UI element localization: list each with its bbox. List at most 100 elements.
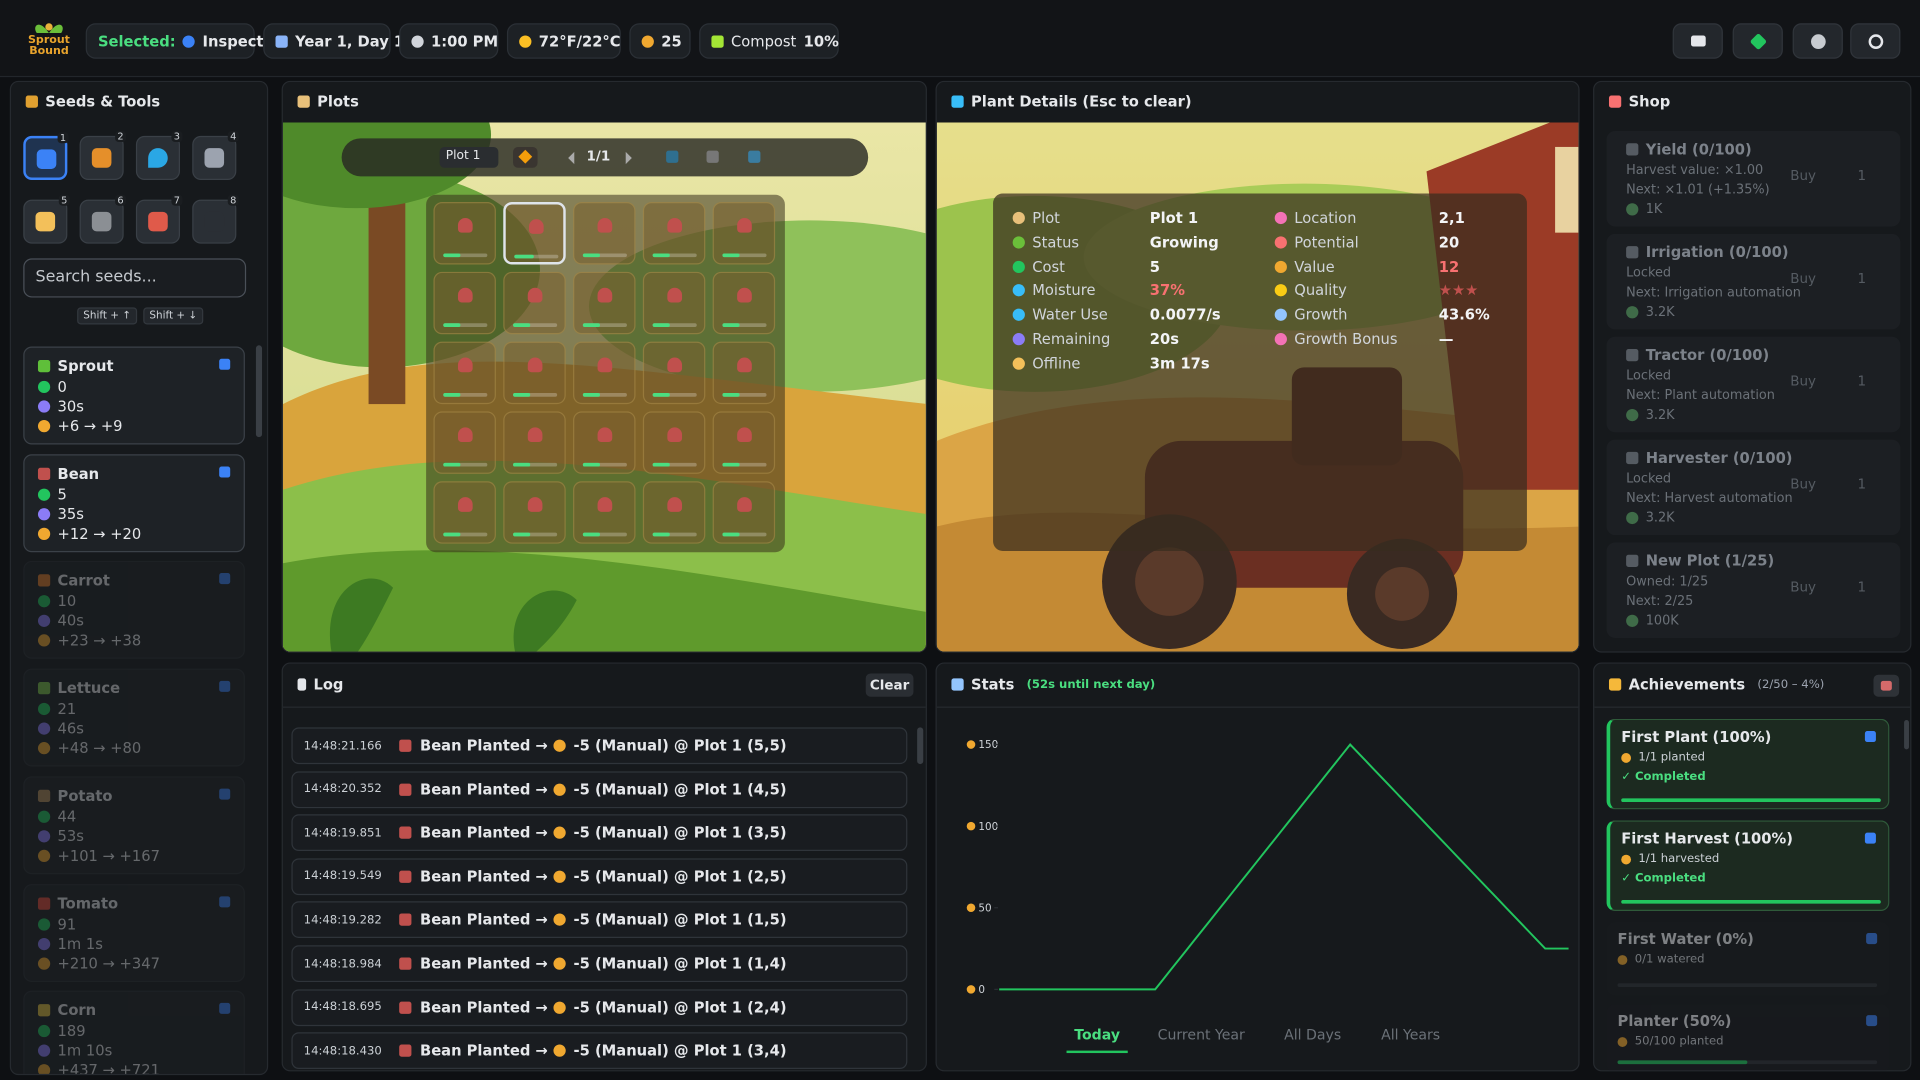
tool-button[interactable]: 3 xyxy=(135,131,183,181)
buy-button[interactable]: Buy xyxy=(1790,476,1816,493)
stats-tab[interactable]: Current Year xyxy=(1158,1028,1245,1044)
selected-pill[interactable]: Selected: Inspect xyxy=(85,23,263,59)
buy-button[interactable]: Buy xyxy=(1790,579,1816,596)
plot-cell[interactable] xyxy=(503,411,566,474)
icon xyxy=(1608,678,1622,691)
shop-name: Irrigation (0/100) xyxy=(1645,243,1789,261)
seed-card[interactable]: Bean 5 35s +12 → +20 xyxy=(23,453,245,552)
book-button[interactable] xyxy=(1672,23,1723,59)
plot-cell[interactable] xyxy=(573,341,636,405)
seed-card[interactable]: Tomato 91 1m 1s +210 → +347 xyxy=(23,883,245,982)
stats-tab[interactable]: All Days xyxy=(1284,1028,1341,1044)
icon xyxy=(37,896,51,910)
icon xyxy=(297,95,310,108)
tool-button[interactable]: 1 xyxy=(23,132,69,181)
plot-cell[interactable] xyxy=(642,341,706,405)
tool-button[interactable] xyxy=(666,150,679,163)
tool-button[interactable] xyxy=(748,150,761,163)
icon xyxy=(1621,752,1632,763)
achievement-percent: (100%) xyxy=(1734,830,1793,848)
badge xyxy=(219,788,231,800)
growth-bar xyxy=(582,323,601,327)
stats-tab[interactable]: Today xyxy=(1074,1028,1120,1044)
plot-cell[interactable] xyxy=(712,202,776,265)
seed-time: 46s xyxy=(57,720,84,738)
shop-line: Next: Irrigation automation xyxy=(1626,285,1801,301)
progress-track xyxy=(1617,983,1878,987)
seed-card[interactable]: Corn 189 1m 10s +437 → +721 xyxy=(23,990,245,1074)
plot-cell[interactable] xyxy=(642,481,706,544)
plot-cell[interactable] xyxy=(712,271,776,335)
detail-value: — xyxy=(1438,330,1454,348)
icon xyxy=(25,95,38,108)
plot-cell[interactable] xyxy=(503,341,566,405)
quantity-select[interactable]: 1 xyxy=(1857,476,1867,493)
tool-button[interactable] xyxy=(706,150,719,163)
plot-cell[interactable] xyxy=(503,202,566,265)
buy-button[interactable]: Buy xyxy=(1790,167,1816,184)
plot-cell[interactable] xyxy=(712,481,776,544)
quantity-select[interactable]: 1 xyxy=(1857,373,1867,390)
plot-cell[interactable] xyxy=(433,411,496,474)
plot-cell[interactable] xyxy=(503,481,566,544)
plot-cell[interactable] xyxy=(712,411,776,474)
progress-track xyxy=(722,532,767,537)
buy-button[interactable]: Buy xyxy=(1790,373,1816,390)
tool-button[interactable]: 4 xyxy=(192,131,239,181)
plot-cell[interactable] xyxy=(712,341,776,405)
buy-button[interactable]: Buy xyxy=(1790,270,1816,287)
recycle-button[interactable] xyxy=(1732,23,1783,59)
power-button[interactable] xyxy=(1850,23,1901,59)
plot-cell[interactable] xyxy=(573,271,636,335)
plot-cell[interactable] xyxy=(503,271,566,335)
seed-time-row: 40s xyxy=(37,613,84,630)
seed-card[interactable]: Potato 44 53s +101 → +167 xyxy=(23,776,245,875)
growth-bar xyxy=(652,393,671,397)
seed-card[interactable]: Sprout 0 30s +6 → +9 xyxy=(23,346,245,445)
plot-cell[interactable] xyxy=(642,271,706,335)
achievement-name-row: First Plant (100%) xyxy=(1621,729,1771,746)
plot-cell[interactable] xyxy=(433,202,496,265)
quantity-select[interactable]: 1 xyxy=(1857,167,1867,184)
search-input[interactable]: Search seeds... xyxy=(23,258,247,298)
sprout-icon xyxy=(737,287,752,303)
sprout-icon xyxy=(737,357,752,373)
plot-cell[interactable] xyxy=(433,341,496,405)
plot-cell[interactable] xyxy=(573,202,636,265)
sprout-icon xyxy=(528,219,544,234)
seed-card[interactable]: Lettuce 21 46s +48 → +80 xyxy=(23,668,245,767)
edit-button[interactable] xyxy=(513,146,538,168)
plot-cell[interactable] xyxy=(642,411,706,474)
tool-button[interactable]: 8 xyxy=(192,194,239,244)
plot-cell[interactable] xyxy=(573,481,636,544)
summary: (2/50 – 4%) xyxy=(1757,677,1825,692)
achievement-detail-row: 1/1 planted xyxy=(1621,751,1705,764)
tool-button[interactable]: 6 xyxy=(79,194,127,244)
clear-button[interactable]: Clear xyxy=(865,673,914,697)
icon xyxy=(37,1025,51,1038)
progress-track xyxy=(652,253,697,258)
achievements-button[interactable] xyxy=(1873,674,1900,697)
settings-button[interactable] xyxy=(1792,23,1843,59)
prev-button[interactable] xyxy=(562,151,575,165)
next-button[interactable] xyxy=(625,151,638,165)
log-entry: 14:48:20.352 Bean Planted → -5 (Manual) @ … xyxy=(291,770,908,808)
sprout-icon xyxy=(457,287,473,303)
plot-cell[interactable] xyxy=(433,481,496,544)
plot-cell[interactable] xyxy=(642,202,706,265)
plot-cell[interactable] xyxy=(433,271,496,335)
icon xyxy=(1626,348,1639,362)
tool-key: 4 xyxy=(227,131,239,143)
shop-price: 100K xyxy=(1645,613,1679,629)
quantity-select[interactable]: 1 xyxy=(1857,579,1867,596)
plot-cell[interactable] xyxy=(573,411,636,474)
seed-cost-row: 10 xyxy=(37,593,76,610)
tool-button[interactable]: 7 xyxy=(135,194,183,244)
stats-tab[interactable]: All Years xyxy=(1381,1028,1440,1044)
seed-card[interactable]: Carrot 10 40s +23 → +38 xyxy=(23,561,245,660)
tool-button[interactable]: 2 xyxy=(79,131,127,181)
quantity-select[interactable]: 1 xyxy=(1857,270,1867,287)
log-entry: 14:48:19.851 Bean Planted → -5 (Manual) @ … xyxy=(291,814,908,852)
plot-select[interactable]: Plot 1 xyxy=(439,146,499,168)
tool-button[interactable]: 5 xyxy=(23,194,70,244)
